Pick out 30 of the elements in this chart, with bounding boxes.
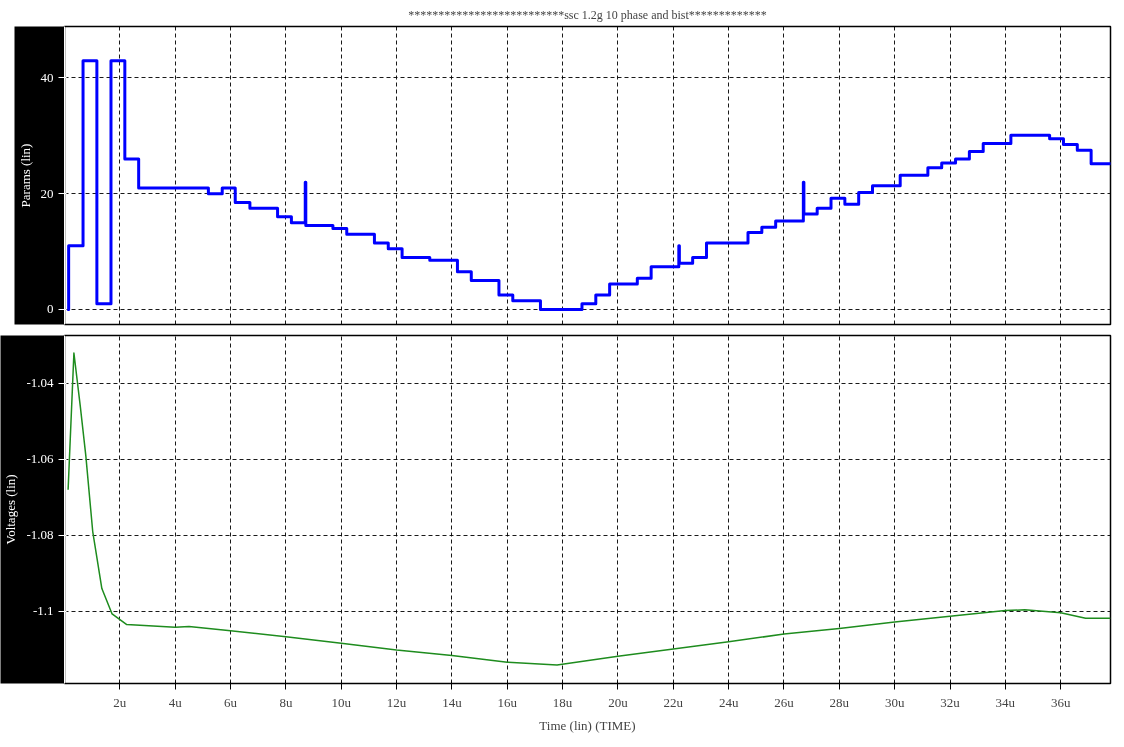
x-tick-label: 18u	[552, 694, 573, 710]
x-tick-label: 28u	[829, 694, 850, 710]
x-tick-label: 4u	[168, 694, 183, 710]
y-tick-label: -1.06	[26, 451, 54, 467]
line-series	[67, 352, 1111, 666]
y-tick-label: 40	[40, 70, 54, 85]
x-tick-label: 14u	[442, 694, 463, 710]
y-tick-label: 0	[47, 301, 54, 317]
y-tick-label: 20	[40, 185, 54, 201]
x-tick-label: 24u	[718, 694, 739, 710]
x-axis-title: Time (lin) (TIME)	[539, 717, 636, 733]
x-tick-label: 8u	[279, 694, 293, 710]
x-tick-label: 12u	[386, 694, 407, 710]
x-tick-label: 34u	[995, 694, 1016, 710]
chart-title: **************************ssc 1.2g 10 phase and bist*************	[408, 7, 767, 22]
x-tick-label: 32u	[940, 694, 961, 710]
x-tick-label: 6u	[224, 694, 238, 710]
x-tick-label: 26u	[774, 694, 795, 710]
y-tick-label: -1.1	[32, 603, 54, 619]
x-tick-label: 20u	[608, 694, 629, 710]
x-tick-label: 36u	[1050, 694, 1071, 710]
y-axis-title: Params (lin)	[17, 143, 33, 208]
x-tick-label: 22u	[663, 694, 684, 710]
y-tick-label: -1.08	[26, 527, 54, 543]
x-tick-label: 2u	[113, 694, 127, 710]
x-tick-label: 16u	[497, 694, 518, 710]
x-tick-label: 30u	[884, 694, 905, 710]
y-tick-label: -1.04	[26, 375, 54, 391]
y-axis-title: Voltages (lin)	[3, 474, 19, 545]
x-tick-label: 10u	[331, 694, 352, 710]
